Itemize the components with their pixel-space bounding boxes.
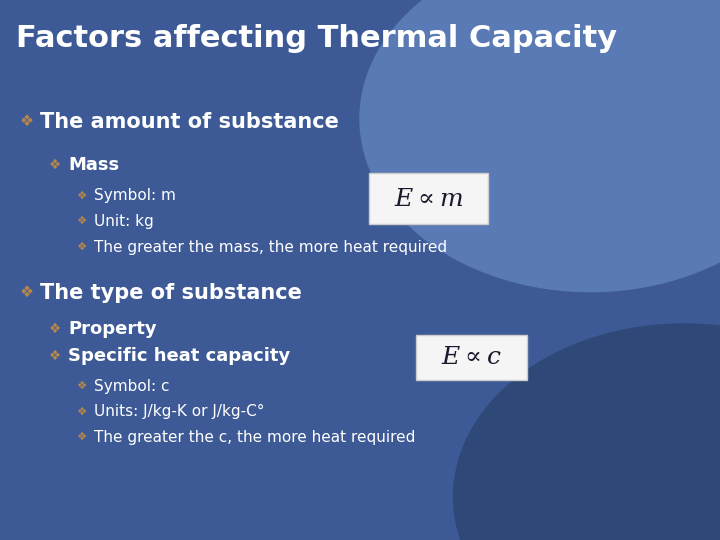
Circle shape bbox=[454, 324, 720, 540]
Text: Unit: kg: Unit: kg bbox=[94, 214, 153, 229]
Text: ❖: ❖ bbox=[49, 322, 61, 336]
Text: ❖: ❖ bbox=[49, 349, 61, 363]
Text: Mass: Mass bbox=[68, 156, 120, 174]
Text: The type of substance: The type of substance bbox=[40, 282, 302, 303]
Text: Units: J/kg-K or J/kg-C°: Units: J/kg-K or J/kg-C° bbox=[94, 404, 264, 419]
Text: ❖: ❖ bbox=[49, 158, 61, 172]
Text: The greater the c, the more heat required: The greater the c, the more heat require… bbox=[94, 430, 415, 445]
Text: ❖: ❖ bbox=[76, 191, 86, 200]
Text: ❖: ❖ bbox=[20, 114, 34, 129]
Text: ❖: ❖ bbox=[76, 242, 86, 252]
Text: The greater the mass, the more heat required: The greater the mass, the more heat requ… bbox=[94, 240, 446, 255]
Text: $E \propto c$: $E \propto c$ bbox=[441, 346, 502, 369]
Text: ❖: ❖ bbox=[76, 217, 86, 226]
Text: ❖: ❖ bbox=[76, 433, 86, 442]
Text: $E \propto m$: $E \propto m$ bbox=[394, 187, 463, 211]
Text: ❖: ❖ bbox=[20, 285, 34, 300]
Text: Symbol: c: Symbol: c bbox=[94, 379, 169, 394]
Text: Specific heat capacity: Specific heat capacity bbox=[68, 347, 291, 366]
Circle shape bbox=[360, 0, 720, 292]
Text: Property: Property bbox=[68, 320, 157, 339]
Text: ❖: ❖ bbox=[76, 407, 86, 416]
Text: Factors affecting Thermal Capacity: Factors affecting Thermal Capacity bbox=[16, 24, 617, 53]
Text: The amount of substance: The amount of substance bbox=[40, 111, 338, 132]
FancyBboxPatch shape bbox=[369, 173, 488, 225]
Text: ❖: ❖ bbox=[76, 381, 86, 391]
FancyBboxPatch shape bbox=[416, 334, 527, 380]
Text: Symbol: m: Symbol: m bbox=[94, 188, 176, 203]
